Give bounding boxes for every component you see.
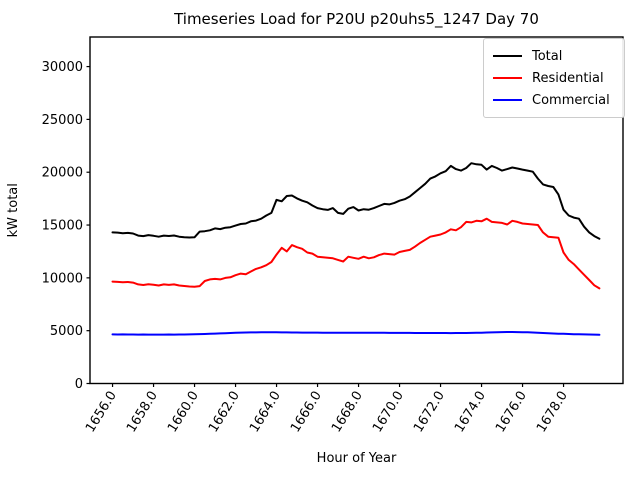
- chart-title: Timeseries Load for P20U p20uhs5_1247 Da…: [174, 10, 539, 28]
- x-tick-label: 1666.0: [288, 389, 325, 436]
- series-line-residential: [111, 217, 601, 290]
- x-tick-label: 1660.0: [165, 389, 202, 436]
- x-axis-label: Hour of Year: [317, 451, 397, 466]
- x-tick-label: 1672.0: [411, 389, 448, 436]
- y-tick-label: 15000: [42, 219, 83, 234]
- legend-entry-total: Total: [484, 48, 624, 64]
- x-tick-label: 1668.0: [329, 389, 366, 436]
- x-tick-label: 1670.0: [370, 389, 407, 436]
- total-line-swatch: [493, 55, 522, 57]
- x-tick-label: 1656.0: [83, 389, 120, 436]
- x-tick-label: 1664.0: [247, 389, 284, 436]
- x-tick-label: 1678.0: [534, 389, 571, 436]
- legend-label-residential: Residential: [532, 70, 604, 86]
- y-axis-label: kW total: [6, 183, 21, 237]
- series-line-commercial: [111, 331, 601, 336]
- y-tick-label: 0: [75, 377, 83, 392]
- legend-entry-commercial: Commercial: [484, 92, 624, 108]
- x-tick-label: 1674.0: [452, 389, 489, 436]
- legend-label-total: Total: [532, 48, 563, 64]
- y-tick-label: 20000: [42, 166, 83, 181]
- legend-entry-residential: Residential: [484, 70, 624, 86]
- legend-label-commercial: Commercial: [532, 92, 610, 108]
- x-tick-label: 1662.0: [206, 389, 243, 436]
- y-tick-label: 30000: [42, 60, 83, 75]
- legend-box: Total Residential Commercial: [483, 38, 625, 118]
- y-tick-label: 25000: [42, 113, 83, 128]
- x-tick-label: 1676.0: [493, 389, 530, 436]
- y-tick-label: 10000: [42, 271, 83, 286]
- y-tick-label: 5000: [50, 324, 83, 339]
- residential-line-swatch: [493, 77, 522, 79]
- x-tick-label: 1658.0: [124, 389, 161, 436]
- series-line-total: [111, 162, 601, 240]
- axes-frame: [89, 36, 624, 385]
- commercial-line-swatch: [493, 99, 522, 101]
